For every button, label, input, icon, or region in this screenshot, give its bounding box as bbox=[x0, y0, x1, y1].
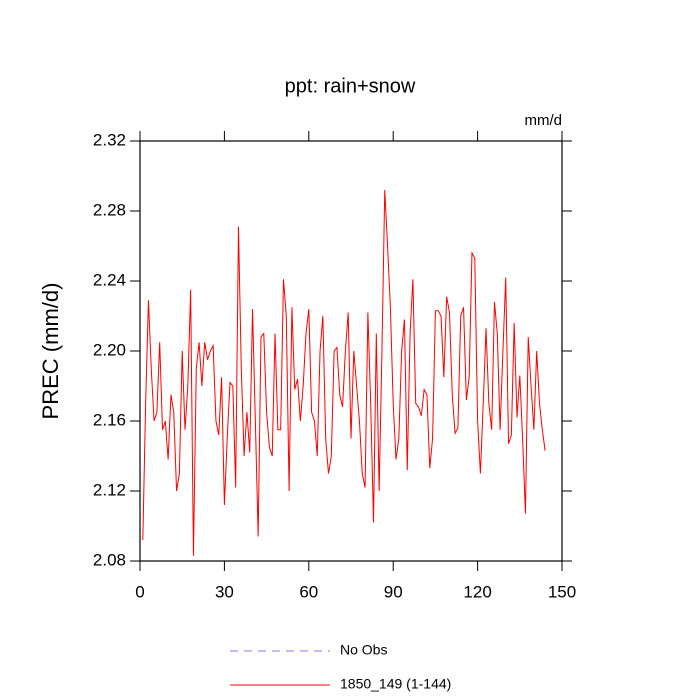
y-tick-label: 2.08 bbox=[93, 550, 126, 569]
legend-label: 1850_149 (1-144) bbox=[340, 676, 451, 692]
plot-frame bbox=[139, 140, 563, 562]
y-axis-title: PREC (mm/d) bbox=[38, 283, 63, 420]
y-tick-label: 2.24 bbox=[93, 270, 126, 289]
x-tick-label: 0 bbox=[135, 582, 144, 601]
x-tick-label: 120 bbox=[463, 582, 491, 601]
y-tick-label: 2.28 bbox=[93, 200, 126, 219]
data-line bbox=[142, 189, 546, 556]
legend-label: No Obs bbox=[340, 642, 387, 658]
y-tick-label: 2.32 bbox=[93, 130, 126, 149]
x-tick-label: 30 bbox=[215, 582, 234, 601]
y-tick-label: 2.12 bbox=[93, 480, 126, 499]
y-tick-label: 2.16 bbox=[93, 410, 126, 429]
chart-title: ppt: rain+snow bbox=[285, 75, 416, 97]
y-tick-label: 2.20 bbox=[93, 340, 126, 359]
x-tick-label: 60 bbox=[299, 582, 318, 601]
x-tick-label: 90 bbox=[384, 582, 403, 601]
x-tick-label: 150 bbox=[548, 582, 576, 601]
units-label: mm/d bbox=[525, 112, 563, 129]
